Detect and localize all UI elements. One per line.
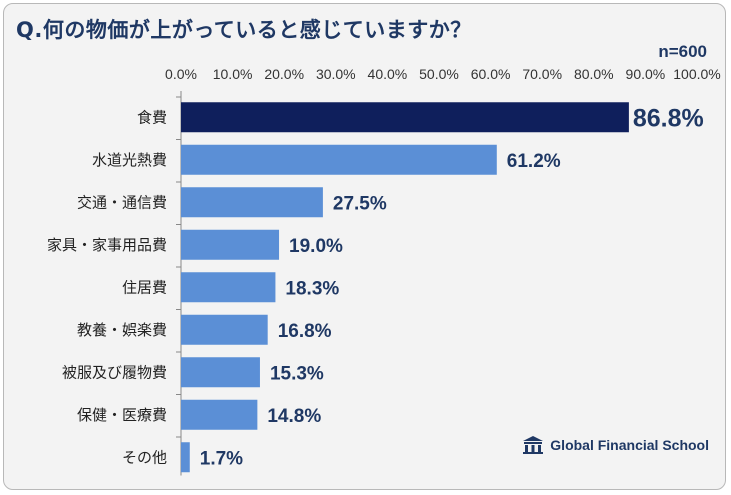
value-label: 14.8% <box>267 406 321 427</box>
x-tick-label: 60.0% <box>471 66 511 82</box>
x-tick-label: 20.0% <box>264 66 304 82</box>
value-label: 18.3% <box>285 278 339 299</box>
x-tick-label: 0.0% <box>165 66 197 82</box>
x-tick-label: 50.0% <box>419 66 459 82</box>
bar-5 <box>181 272 276 303</box>
bar-8 <box>181 399 258 430</box>
category-label: 保健・医療費 <box>77 406 167 424</box>
x-tick-label: 30.0% <box>316 66 356 82</box>
bar-6 <box>181 314 268 345</box>
category-label: 食費 <box>137 108 167 126</box>
value-label: 27.5% <box>333 193 387 214</box>
value-label: 16.8% <box>278 321 332 342</box>
bar-2 <box>181 144 497 175</box>
bar-3 <box>181 187 323 218</box>
category-label: 教養・娯楽費 <box>77 321 167 339</box>
school-building-icon <box>523 436 544 454</box>
value-label: 19.0% <box>289 236 343 257</box>
category-label: その他 <box>122 448 167 466</box>
value-label: 86.8% <box>633 104 704 132</box>
category-label: 被服及び履物費 <box>62 363 167 381</box>
x-tick-label: 90.0% <box>626 66 666 82</box>
category-label: 交通・通信費 <box>77 193 167 211</box>
x-tick-label: 80.0% <box>574 66 614 82</box>
sample-size: n=600 <box>658 42 707 61</box>
value-label: 61.2% <box>507 151 561 172</box>
x-tick-label: 100.0% <box>673 66 720 82</box>
category-label: 家具・家事用品費 <box>47 236 167 254</box>
bar-9 <box>181 442 190 473</box>
chart-frame: Q.何の物価が上がっていると感じていますか？ n=600 Global Fina… <box>3 3 726 490</box>
value-label: 1.7% <box>200 448 243 469</box>
bar-7 <box>181 357 260 388</box>
x-tick-label: 70.0% <box>522 66 562 82</box>
brand-name: Global Financial School <box>550 437 709 453</box>
bar-1 <box>181 102 629 133</box>
value-label: 15.3% <box>270 363 324 384</box>
category-label: 水道光熱費 <box>92 151 167 169</box>
x-tick-label: 10.0% <box>213 66 253 82</box>
brand-logo: Global Financial School <box>522 435 709 455</box>
x-tick-label: 40.0% <box>368 66 408 82</box>
category-label: 住居費 <box>122 278 167 296</box>
chart-title: Q.何の物価が上がっていると感じていますか？ <box>16 18 472 42</box>
bar-4 <box>181 229 280 260</box>
